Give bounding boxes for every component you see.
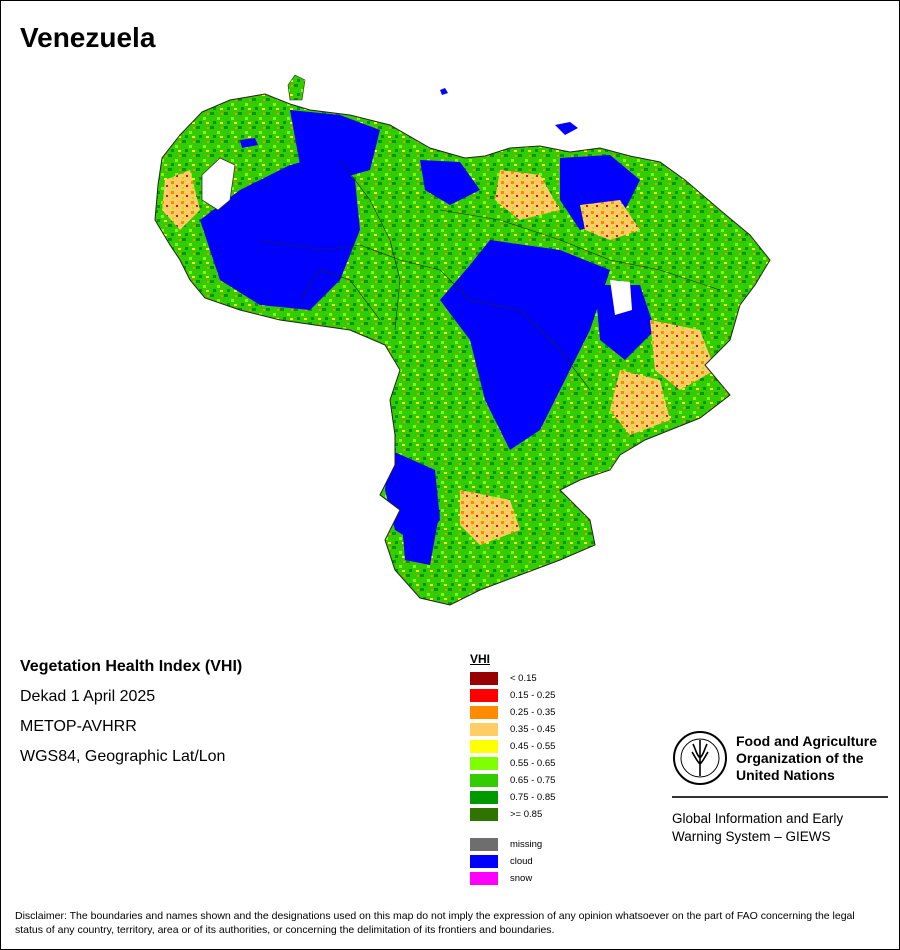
giews-line1: Global Information and Early (672, 811, 844, 826)
legend-class-label: >= 0.85 (510, 809, 543, 820)
legend-other-swatch (470, 855, 498, 868)
legend-class-swatch (470, 689, 498, 702)
projection-label: WGS84, Geographic Lat/Lon (20, 748, 226, 765)
legend-class-label: 0.35 - 0.45 (510, 724, 556, 735)
index-heading: Vegetation Health Index (VHI) (20, 658, 243, 675)
fao-name-line2: Organization of the (736, 749, 864, 766)
map-info: Vegetation Health Index (VHI) Dekad 1 Ap… (20, 658, 242, 778)
legend-class-swatch (470, 740, 498, 753)
legend-other-row: snow (470, 870, 555, 887)
fao-name-line3: United Nations (736, 766, 835, 783)
legend-class-row: >= 0.85 (470, 806, 555, 823)
legend-class-row: 0.75 - 0.85 (470, 789, 555, 806)
legend-other-swatch (470, 872, 498, 885)
legend-class-label: 0.45 - 0.55 (510, 741, 556, 752)
disclaimer: Disclaimer: The boundaries and names sho… (15, 910, 855, 936)
legend-class-label: 0.15 - 0.25 (510, 690, 556, 701)
legend-other-row: missing (470, 836, 555, 853)
legend-other-row: cloud (470, 853, 555, 870)
legend-other-label: cloud (510, 856, 533, 867)
legend-title: VHI (470, 652, 491, 666)
legend-other-label: missing (510, 839, 543, 850)
legend-class-label: 0.55 - 0.65 (510, 758, 556, 769)
fao-branding: Food and Agriculture Organization of the… (672, 730, 888, 846)
legend-class-swatch (470, 706, 498, 719)
legend-class-label: 0.65 - 0.75 (510, 775, 556, 786)
legend-class-swatch (470, 757, 498, 770)
legend-class-row: 0.25 - 0.35 (470, 704, 555, 721)
legend-class-row: 0.35 - 0.45 (470, 721, 555, 738)
legend-class-swatch (470, 774, 498, 787)
legend-class-swatch (470, 808, 498, 821)
sensor-label: METOP-AVHRR (20, 718, 137, 735)
giews-line2: Warning System – GIEWS (672, 829, 831, 844)
legend-class-label: < 0.15 (510, 673, 537, 684)
legend-class-swatch (470, 791, 498, 804)
legend-class-row: 0.65 - 0.75 (470, 772, 555, 789)
vhi-map (154, 74, 771, 606)
legend-class-row: 0.45 - 0.55 (470, 738, 555, 755)
legend-other-label: snow (510, 873, 533, 884)
legend-class-row: < 0.15 (470, 670, 555, 687)
legend-class-row: 0.55 - 0.65 (470, 755, 555, 772)
legend-class-label: 0.75 - 0.85 (510, 792, 556, 803)
map-title: Venezuela (20, 22, 156, 53)
legend-class-swatch (470, 672, 498, 685)
legend-class-swatch (470, 723, 498, 736)
fao-divider (672, 796, 888, 798)
legend-class-label: 0.25 - 0.35 (510, 707, 556, 718)
fao-logo-icon (673, 731, 727, 785)
legend-class-row: 0.15 - 0.25 (470, 687, 555, 704)
dekad-label: Dekad 1 April 2025 (20, 688, 156, 705)
legend-other-swatch (470, 838, 498, 851)
vhi-legend: VHI < 0.15 0.15 - 0.25 0.25 - 0.35 0.35 - 0… (470, 652, 555, 887)
fao-name-line1: Food and Agriculture (736, 732, 878, 749)
